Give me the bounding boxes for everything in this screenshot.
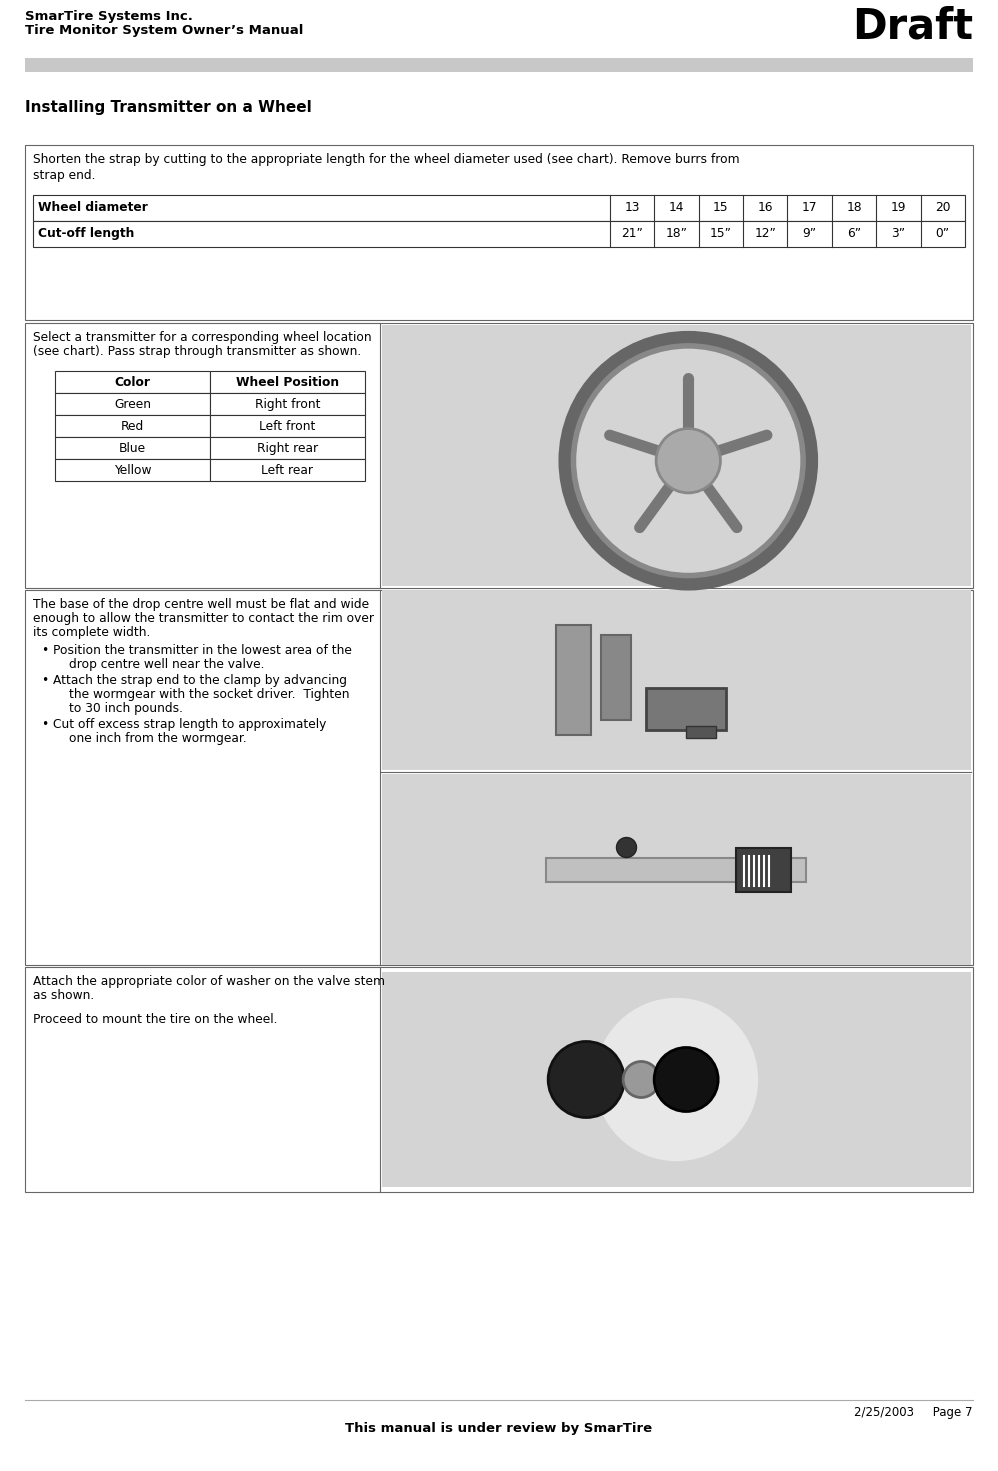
Text: Draft: Draft — [852, 4, 973, 47]
Text: Red: Red — [121, 421, 144, 432]
Bar — [737, 847, 791, 891]
Circle shape — [623, 1062, 659, 1097]
Bar — [25, 146, 973, 321]
Circle shape — [548, 1041, 624, 1118]
Text: the wormgear with the socket driver.  Tighten: the wormgear with the socket driver. Tig… — [69, 688, 349, 702]
Text: This manual is under review by SmarTire: This manual is under review by SmarTire — [345, 1422, 653, 1436]
Text: Wheel Position: Wheel Position — [236, 377, 339, 388]
Text: 0”: 0” — [936, 227, 950, 240]
Bar — [33, 221, 965, 247]
Text: to 30 inch pounds.: to 30 inch pounds. — [69, 702, 183, 715]
Text: 18”: 18” — [666, 227, 688, 240]
Text: as shown.: as shown. — [33, 989, 94, 1002]
Bar — [382, 325, 971, 585]
Text: Left rear: Left rear — [261, 463, 313, 477]
Text: 20: 20 — [935, 202, 950, 213]
Text: Wheel diameter: Wheel diameter — [38, 202, 148, 213]
Bar — [25, 590, 973, 965]
Text: Installing Transmitter on a Wheel: Installing Transmitter on a Wheel — [25, 100, 311, 115]
Bar — [210, 371, 365, 393]
Bar — [55, 371, 210, 393]
Text: Color: Color — [115, 377, 151, 388]
Bar — [210, 393, 365, 415]
Text: Shorten the strap by cutting to the appropriate length for the wheel diameter us: Shorten the strap by cutting to the appr… — [33, 153, 740, 166]
Bar — [210, 415, 365, 437]
Text: The base of the drop centre well must be flat and wide: The base of the drop centre well must be… — [33, 599, 369, 610]
Text: Attach the strap end to the clamp by advancing: Attach the strap end to the clamp by adv… — [53, 674, 347, 687]
Bar — [25, 324, 973, 588]
Text: Proceed to mount the tire on the wheel.: Proceed to mount the tire on the wheel. — [33, 1014, 277, 1025]
Text: one inch from the wormgear.: one inch from the wormgear. — [69, 733, 247, 744]
Text: 16: 16 — [757, 202, 773, 213]
Text: •: • — [41, 644, 48, 658]
Text: strap end.: strap end. — [33, 169, 96, 182]
Text: Green: Green — [114, 399, 151, 410]
Text: SmarTire Systems Inc.: SmarTire Systems Inc. — [25, 10, 193, 24]
Bar — [55, 437, 210, 459]
Bar — [557, 625, 592, 736]
Bar — [687, 727, 717, 738]
Text: Position the transmitter in the lowest area of the: Position the transmitter in the lowest a… — [53, 644, 352, 658]
Text: Attach the appropriate color of washer on the valve stem: Attach the appropriate color of washer o… — [33, 975, 385, 989]
Text: 13: 13 — [625, 202, 640, 213]
Text: Cut‑off length: Cut‑off length — [38, 227, 135, 240]
Bar — [547, 858, 806, 881]
Text: its complete width.: its complete width. — [33, 627, 151, 638]
Bar — [55, 415, 210, 437]
Bar — [602, 635, 632, 719]
Bar — [586, 1074, 697, 1086]
Bar — [55, 393, 210, 415]
Text: 17: 17 — [802, 202, 817, 213]
Text: 9”: 9” — [802, 227, 816, 240]
Text: 15: 15 — [714, 202, 729, 213]
Text: Select a transmitter for a corresponding wheel location: Select a transmitter for a corresponding… — [33, 331, 371, 344]
Text: •: • — [41, 674, 48, 687]
Text: Left front: Left front — [259, 421, 315, 432]
Text: •: • — [41, 718, 48, 731]
Text: Right front: Right front — [254, 399, 320, 410]
Text: Blue: Blue — [119, 441, 146, 455]
Text: 19: 19 — [890, 202, 906, 213]
Bar — [210, 437, 365, 459]
Text: Yellow: Yellow — [114, 463, 152, 477]
Bar — [382, 774, 971, 965]
Bar — [382, 972, 971, 1187]
Bar — [382, 590, 971, 769]
Text: 3”: 3” — [891, 227, 905, 240]
Text: 15”: 15” — [710, 227, 732, 240]
Text: 12”: 12” — [754, 227, 776, 240]
Text: enough to allow the transmitter to contact the rim over: enough to allow the transmitter to conta… — [33, 612, 374, 625]
Text: 2/25/2003     Page 7: 2/25/2003 Page 7 — [854, 1406, 973, 1420]
Bar — [647, 688, 727, 730]
Text: drop centre well near the valve.: drop centre well near the valve. — [69, 658, 264, 671]
Text: (see chart). Pass strap through transmitter as shown.: (see chart). Pass strap through transmit… — [33, 346, 361, 357]
Bar — [210, 459, 365, 481]
Bar — [55, 459, 210, 481]
Text: 21”: 21” — [621, 227, 643, 240]
Circle shape — [617, 837, 637, 858]
Text: Cut off excess strap length to approximately: Cut off excess strap length to approxima… — [53, 718, 326, 731]
Circle shape — [656, 428, 721, 493]
Circle shape — [595, 997, 758, 1161]
Text: 14: 14 — [669, 202, 685, 213]
Text: 6”: 6” — [847, 227, 861, 240]
Text: Tire Monitor System Owner’s Manual: Tire Monitor System Owner’s Manual — [25, 24, 303, 37]
Text: Right rear: Right rear — [256, 441, 318, 455]
Bar — [25, 57, 973, 72]
Bar — [25, 966, 973, 1192]
Bar — [33, 196, 965, 221]
Circle shape — [654, 1047, 719, 1112]
Text: 18: 18 — [846, 202, 862, 213]
